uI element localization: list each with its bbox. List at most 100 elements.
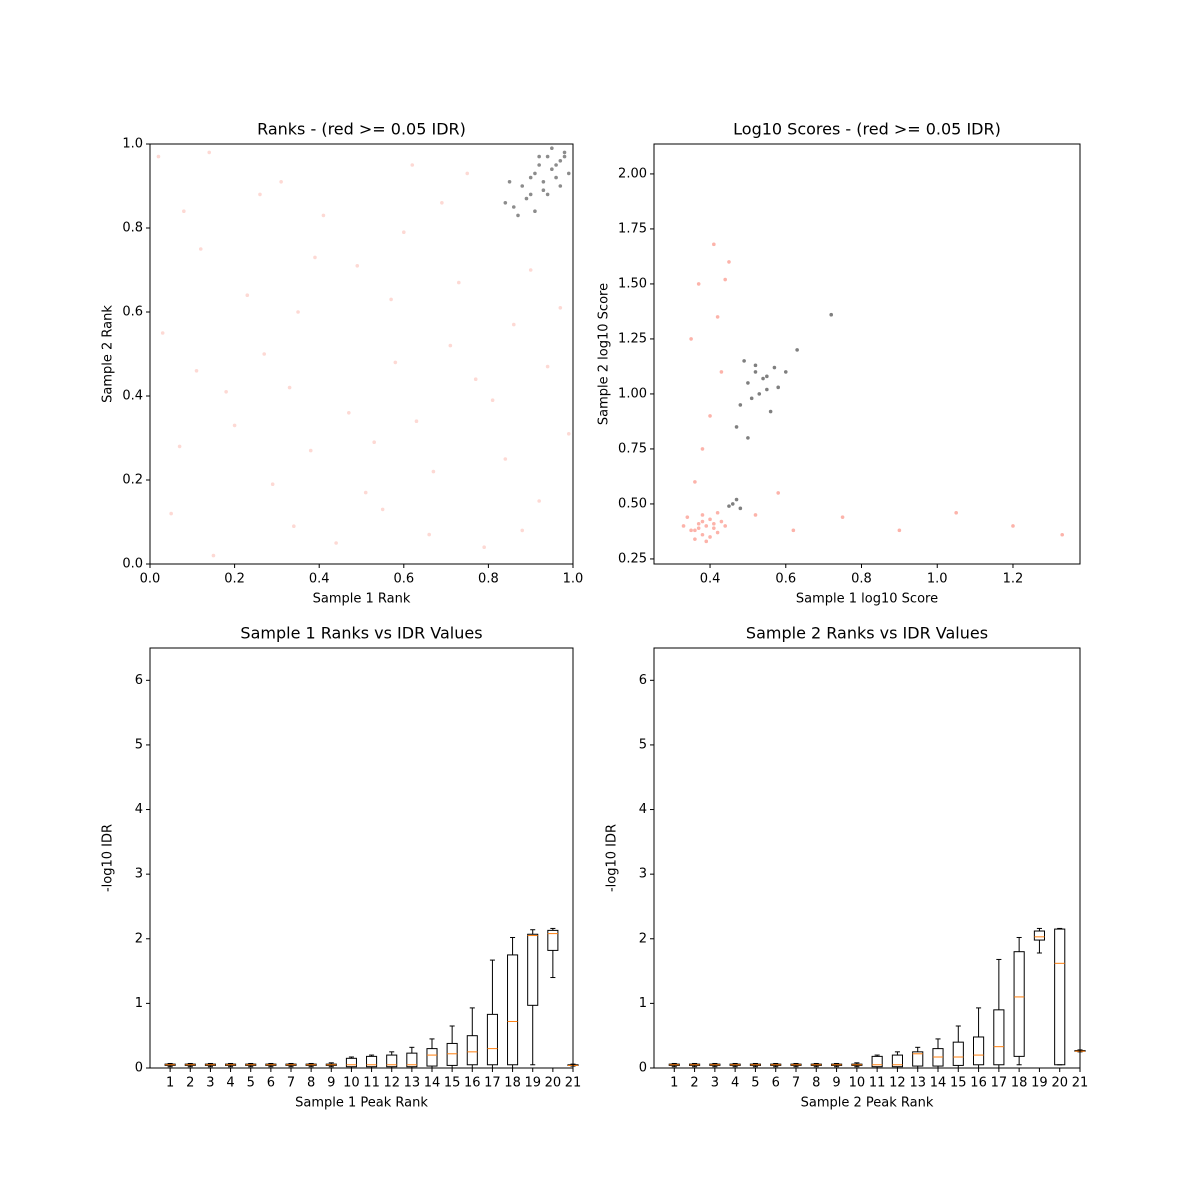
y-tick-label: 4	[639, 802, 647, 817]
scatter-point	[727, 504, 731, 508]
scatter-point	[742, 359, 746, 363]
y-tick-label: 1.50	[618, 276, 647, 291]
scatter-point	[753, 370, 758, 374]
scatter-point	[198, 247, 203, 251]
y-tick-label: 5	[639, 737, 647, 752]
scatter-point	[308, 448, 313, 453]
x-tick-label: 9	[327, 1076, 335, 1091]
scatter-point	[765, 387, 769, 392]
scatter-point	[537, 163, 541, 167]
y-axis-label: -log10 IDR	[101, 824, 116, 892]
plot-frame	[653, 143, 1081, 565]
scatter-point	[414, 419, 419, 424]
scatter-point	[372, 440, 376, 445]
x-axis-label: Sample 1 Peak Rank	[295, 1096, 428, 1111]
x-tick-label: 1.0	[927, 572, 948, 587]
scatter-point	[520, 184, 525, 188]
x-tick-label: 8	[307, 1076, 315, 1091]
scatter-point	[693, 537, 697, 541]
y-tick-label: 0	[639, 1061, 647, 1076]
scatter-point	[954, 510, 958, 515]
x-tick-label: 15	[444, 1076, 461, 1091]
scatter-point	[380, 507, 385, 512]
x-tick-label: 4	[731, 1076, 739, 1091]
scatter-point	[749, 396, 754, 401]
x-tick-label: 2	[690, 1076, 698, 1091]
scatter-point	[696, 521, 701, 526]
scatter-point	[194, 369, 199, 373]
y-tick-label: 2	[639, 931, 647, 946]
x-tick-label: 9	[832, 1076, 840, 1091]
scatter-point	[160, 331, 165, 335]
box	[547, 929, 559, 951]
scatter-point	[545, 192, 550, 197]
scatter-point	[715, 530, 720, 535]
y-tick-label: 1.0	[122, 137, 143, 152]
y-axis-label: Sample 2 log10 Score	[597, 283, 612, 425]
x-tick-label: 3	[206, 1076, 214, 1091]
y-tick-label: 2.00	[618, 166, 647, 181]
scatter-point	[554, 175, 558, 180]
scatter-point	[566, 432, 571, 436]
scatter-point	[528, 192, 533, 197]
x-tick-label: 11	[869, 1076, 886, 1091]
box	[871, 1055, 883, 1068]
y-tick-label: 1.00	[618, 386, 647, 401]
x-tick-label: 16	[970, 1076, 987, 1091]
y-tick-label: 0.6	[122, 305, 143, 320]
y-tick-label: 1.25	[618, 331, 647, 346]
scatter-point	[524, 196, 529, 201]
scatter-point	[696, 526, 701, 530]
scatter-point	[753, 513, 758, 517]
x-tick-label: 13	[909, 1076, 926, 1091]
x-tick-label: 20	[1051, 1076, 1068, 1091]
x-tick-label: 1	[670, 1076, 678, 1091]
x-tick-label: 20	[545, 1076, 562, 1091]
scatter-point	[207, 150, 212, 155]
scatter-point	[292, 524, 296, 528]
scatter-point	[465, 171, 470, 176]
x-tick-label: 0.4	[309, 572, 330, 587]
box	[1013, 951, 1025, 1057]
scatter-point	[528, 268, 533, 272]
x-tick-label: 5	[247, 1076, 255, 1091]
scatter-point	[347, 411, 351, 415]
y-tick-label: 1	[135, 996, 143, 1011]
box	[366, 1055, 378, 1068]
scatter-point	[791, 528, 796, 533]
scatter-point	[727, 260, 731, 264]
scatter-point	[537, 499, 541, 503]
scatter-point	[708, 517, 712, 522]
scatter-point	[313, 255, 317, 260]
scatter-point	[689, 528, 693, 533]
scatter-point	[776, 385, 781, 390]
scatter-point	[700, 513, 705, 517]
x-tick-label: 18	[504, 1076, 521, 1091]
y-tick-label: 0.4	[122, 389, 143, 404]
scatter-point	[772, 365, 777, 370]
scatter-point	[719, 370, 724, 374]
scatter-point	[738, 506, 743, 511]
box	[426, 1048, 438, 1067]
scatter-point	[753, 363, 758, 368]
box	[527, 933, 539, 1006]
scatter-point	[410, 163, 415, 167]
x-tick-label: 0.0	[140, 572, 161, 587]
scatter-point	[402, 230, 406, 234]
scatter-point	[746, 436, 750, 440]
scatter-point	[558, 184, 563, 188]
x-tick-label: 1.2	[1003, 572, 1024, 587]
y-axis-label: -log10 IDR	[605, 824, 620, 892]
scatter-point	[795, 348, 799, 352]
x-tick-label: 0.4	[700, 572, 721, 587]
x-tick-label: 7	[287, 1076, 295, 1091]
scatter-point	[245, 293, 250, 298]
scatter-point	[700, 532, 705, 537]
scatter-point	[533, 209, 537, 213]
chart-title: Sample 2 Ranks vs IDR Values	[746, 624, 988, 643]
scatter-point	[541, 180, 546, 184]
scatter-point	[700, 447, 705, 451]
scatter-point	[427, 532, 431, 537]
scatter-point	[730, 502, 735, 506]
y-tick-label: 0.0	[122, 557, 143, 572]
